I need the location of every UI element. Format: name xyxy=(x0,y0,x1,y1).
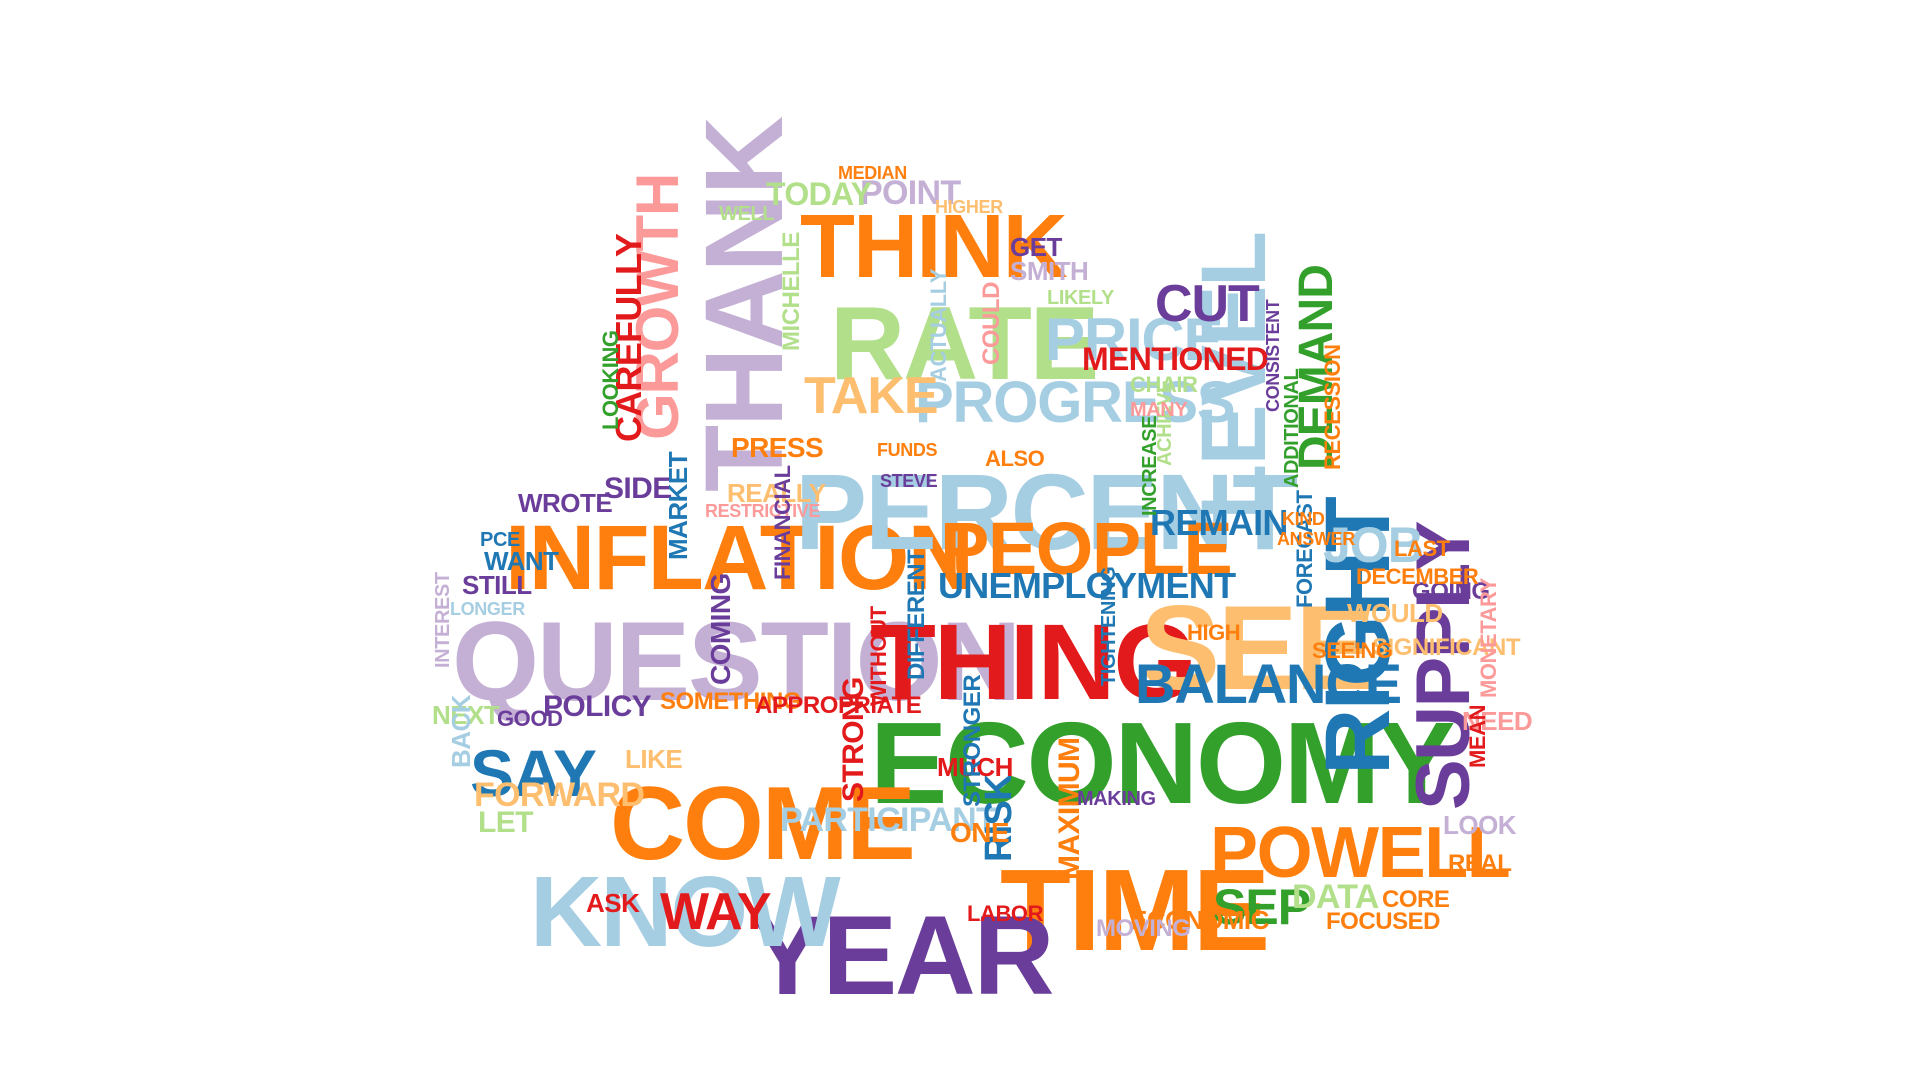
cloud-word: CHAIR xyxy=(1130,372,1198,397)
cloud-word: ASK xyxy=(586,888,640,918)
cloud-word: THINK xyxy=(800,197,1068,297)
cloud-word: KNOW xyxy=(530,856,841,968)
cloud-word: STEVE xyxy=(880,471,938,491)
cloud-word: MAKING xyxy=(1077,788,1156,810)
cloud-word: GET xyxy=(1010,232,1062,262)
cloud-word: MICHELLE xyxy=(778,232,805,351)
cloud-word: SEP xyxy=(1213,879,1311,935)
cloud-word: REALLY xyxy=(727,478,826,508)
cloud-word: YEAR xyxy=(750,893,1054,1018)
cloud-word: PEOPLE xyxy=(940,507,1233,590)
cloud-word: PRICE xyxy=(1045,306,1224,373)
cloud-word: POINT xyxy=(860,174,961,212)
cloud-word: TIGHTENING xyxy=(1098,566,1120,686)
cloud-word: WELL xyxy=(719,203,775,225)
cloud-word: NEXT xyxy=(432,700,500,730)
cloud-word: UNEMPLOYMENT xyxy=(938,565,1236,606)
cloud-word: DIFFERENT xyxy=(903,549,930,680)
cloud-word: MANY xyxy=(1130,399,1188,421)
cloud-word: GOOD xyxy=(497,706,563,731)
cloud-word: PERCENT xyxy=(795,451,1298,572)
cloud-word: MEAN xyxy=(1465,704,1490,768)
cloud-word: FINANCIAL xyxy=(770,465,795,580)
cloud-word: SIGNIFICANT xyxy=(1372,634,1521,661)
cloud-word: SIDE xyxy=(604,472,672,505)
cloud-word: KIND xyxy=(1282,509,1325,529)
cloud-word: GOING xyxy=(1412,578,1490,605)
cloud-word: THING xyxy=(870,601,1197,722)
cloud-word: FORWARD xyxy=(474,776,645,814)
cloud-word: MOVING xyxy=(1096,915,1191,942)
cloud-word: STRONGER xyxy=(959,674,986,807)
cloud-word: HIGHER xyxy=(935,197,1003,217)
cloud-word: HIGH xyxy=(1187,620,1241,645)
cloud-word: FOCUSED xyxy=(1326,908,1440,935)
cloud-word: CORE xyxy=(1382,886,1450,913)
cloud-word: ANSWER xyxy=(1277,529,1355,549)
cloud-word: RESTRICTIVE xyxy=(705,501,821,521)
cloud-word: STILL xyxy=(462,570,532,600)
cloud-word: RATE xyxy=(830,286,1099,402)
cloud-word: MUCH xyxy=(937,752,1013,782)
cloud-word: MARKET xyxy=(663,451,693,560)
cloud-word: RECESSION xyxy=(1320,344,1345,470)
cloud-word: WAY xyxy=(660,883,772,941)
cloud-word: PRESS xyxy=(731,432,824,463)
cloud-word: REMAIN xyxy=(1150,502,1288,543)
cloud-word: BALANCE xyxy=(1135,652,1402,715)
cloud-word: SAY xyxy=(470,736,597,810)
cloud-word: MENTIONED xyxy=(1082,341,1269,377)
cloud-word: LET xyxy=(478,806,533,839)
cloud-word: FUNDS xyxy=(877,440,938,460)
cloud-word: WROTE xyxy=(518,488,613,518)
cloud-word: TODAY xyxy=(766,176,872,212)
cloud-word: WOULD xyxy=(1347,598,1443,628)
cloud-word: JOB xyxy=(1323,517,1424,573)
cloud-word: APPROPRIATE xyxy=(755,692,922,719)
cloud-word: SEEING xyxy=(1312,638,1393,663)
cloud-word: INFLATION xyxy=(505,507,974,609)
cloud-word: POWELL xyxy=(1210,813,1511,893)
cloud-word: LABOR xyxy=(967,901,1044,926)
cloud-word: LIKE xyxy=(625,744,683,774)
cloud-word: LONGER xyxy=(450,599,525,619)
cloud-word: LIKELY xyxy=(1047,287,1114,309)
cloud-word: CUT xyxy=(1155,275,1260,333)
cloud-word: QUESTION xyxy=(452,599,1021,724)
cloud-word: PARTICIPANT xyxy=(780,801,997,839)
cloud-word: BACK xyxy=(446,694,476,768)
cloud-word: LOOKING xyxy=(598,330,623,430)
cloud-word: MONETARY xyxy=(1476,578,1501,698)
cloud-word: WITHOUT xyxy=(866,606,891,706)
cloud-word: LOOK xyxy=(1443,810,1517,840)
cloud-word: POLICY xyxy=(543,690,652,723)
cloud-word: ACTUALLY xyxy=(926,268,951,382)
cloud-word: STRONG xyxy=(837,677,870,802)
cloud-word: COMING xyxy=(705,573,736,685)
cloud-word: NEED xyxy=(1462,706,1533,736)
cloud-word: MEDIAN xyxy=(838,163,907,183)
cloud-word: WANT xyxy=(484,546,559,576)
cloud-word: ECONOMY xyxy=(870,698,1455,828)
cloud-word: ECONOMIC xyxy=(1130,905,1269,935)
cloud-word: TAKE xyxy=(804,367,939,425)
cloud-word: PROGRESS xyxy=(915,370,1236,435)
cloud-word: ADDITIONAL xyxy=(1281,368,1303,488)
cloud-word: INTEREST xyxy=(432,572,454,668)
cloud-word: LAST xyxy=(1394,536,1450,561)
cloud-word: COULD xyxy=(978,282,1005,365)
cloud-word: TIME xyxy=(1000,845,1270,975)
cloud-word: SEE xyxy=(1140,581,1375,715)
cloud-word: DATA xyxy=(1292,878,1379,916)
cloud-word: COME xyxy=(610,766,916,882)
cloud-word: ALSO xyxy=(985,446,1045,471)
cloud-word: REAL xyxy=(1448,850,1512,877)
cloud-word: SOMETHING xyxy=(660,688,802,715)
cloud-word: CONSISTENT xyxy=(1263,299,1283,412)
cloud-word: ONE xyxy=(950,817,1010,848)
cloud-word: SMITH xyxy=(1010,256,1089,286)
cloud-word: DECEMBER xyxy=(1356,564,1479,589)
cloud-word: PCE xyxy=(480,529,520,551)
